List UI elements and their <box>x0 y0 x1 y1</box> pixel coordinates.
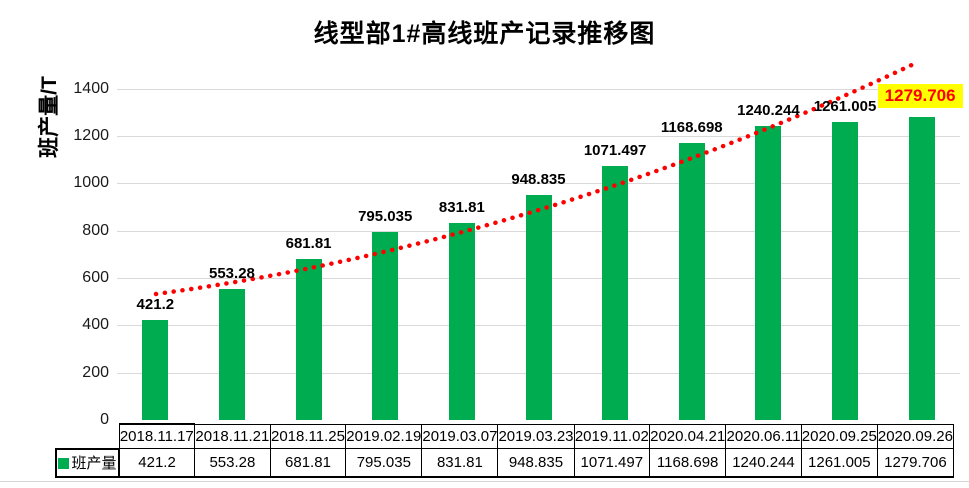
table-date-cell: 2020.06.11 <box>725 423 802 449</box>
table-date-cell: 2018.11.25 <box>269 423 347 449</box>
table-date-cell: 2019.02.19 <box>345 423 423 449</box>
table-values-row: 班产量 421.2 553.28 681.81 795.035 831.81 948.835… <box>55 447 954 478</box>
bar-2018.11.21[interactable] <box>218 289 245 420</box>
y-tick-label: 1200 <box>73 126 109 144</box>
y-tick-label: 600 <box>82 268 109 286</box>
table-date-cell: 2020.09.26 <box>876 423 954 449</box>
y-tick-label: 400 <box>82 316 109 334</box>
bar-2018.11.25[interactable] <box>295 258 322 420</box>
table-value-cell: 1261.005 <box>800 448 878 478</box>
table-value-cell: 1071.497 <box>573 448 651 478</box>
y-tick-label: 1000 <box>73 174 109 192</box>
legend-cell: 班产量 <box>55 447 120 478</box>
y-tick-label: 1400 <box>73 79 109 97</box>
bar-2019.11.02[interactable] <box>602 166 629 420</box>
table-value-cell: 1168.698 <box>649 448 727 478</box>
y-tick-label: 200 <box>82 363 109 381</box>
bar-2020.09.25[interactable] <box>832 121 859 420</box>
plot-area <box>117 60 960 420</box>
table-date-cell: 2019.03.07 <box>421 423 499 449</box>
data-table: 2018.11.17 2018.11.21 2018.11.25 2019.02.19… <box>55 423 954 478</box>
table-dates-row: 2018.11.17 2018.11.21 2018.11.25 2019.02.19… <box>56 423 954 449</box>
bar-2019.03.07[interactable] <box>448 223 475 420</box>
table-date-cell: 2020.04.21 <box>649 423 727 449</box>
table-value-cell: 831.81 <box>421 448 499 478</box>
table-date-cell: 2019.11.02 <box>573 423 651 449</box>
table-value-cell: 681.81 <box>269 448 347 478</box>
table-value-cell: 795.035 <box>345 448 423 478</box>
bottom-divider <box>0 481 969 482</box>
table-date-cell: 2019.03.23 <box>497 423 575 449</box>
y-tick-label: 0 <box>100 411 109 428</box>
bar-2020.04.21[interactable] <box>678 143 705 420</box>
legend-swatch-icon <box>58 458 70 469</box>
bar-2020.09.26[interactable] <box>908 117 935 420</box>
y-tick-label: 800 <box>82 221 109 239</box>
chart-title: 线型部1#高线班产记录推移图 <box>313 20 656 48</box>
table-value-cell: 1240.244 <box>725 448 802 478</box>
table-date-cell: 2018.11.21 <box>194 423 271 449</box>
table-value-cell: 948.835 <box>497 448 575 478</box>
table-value-cell: 421.2 <box>118 448 196 478</box>
table-corner-spacer <box>56 424 119 449</box>
gridline <box>117 88 960 90</box>
table-value-cell: 1279.706 <box>876 448 954 478</box>
table-value-cell: 553.28 <box>194 448 271 478</box>
bar-2020.06.11[interactable] <box>755 126 782 420</box>
legend-label: 班产量 <box>71 455 117 472</box>
table-date-cell: 2020.09.25 <box>800 423 878 449</box>
table-date-cell: 2018.11.17 <box>118 423 196 449</box>
bar-2018.11.17[interactable] <box>142 320 169 420</box>
bar-2019.02.19[interactable] <box>372 231 399 420</box>
bar-2019.03.23[interactable] <box>525 195 552 420</box>
